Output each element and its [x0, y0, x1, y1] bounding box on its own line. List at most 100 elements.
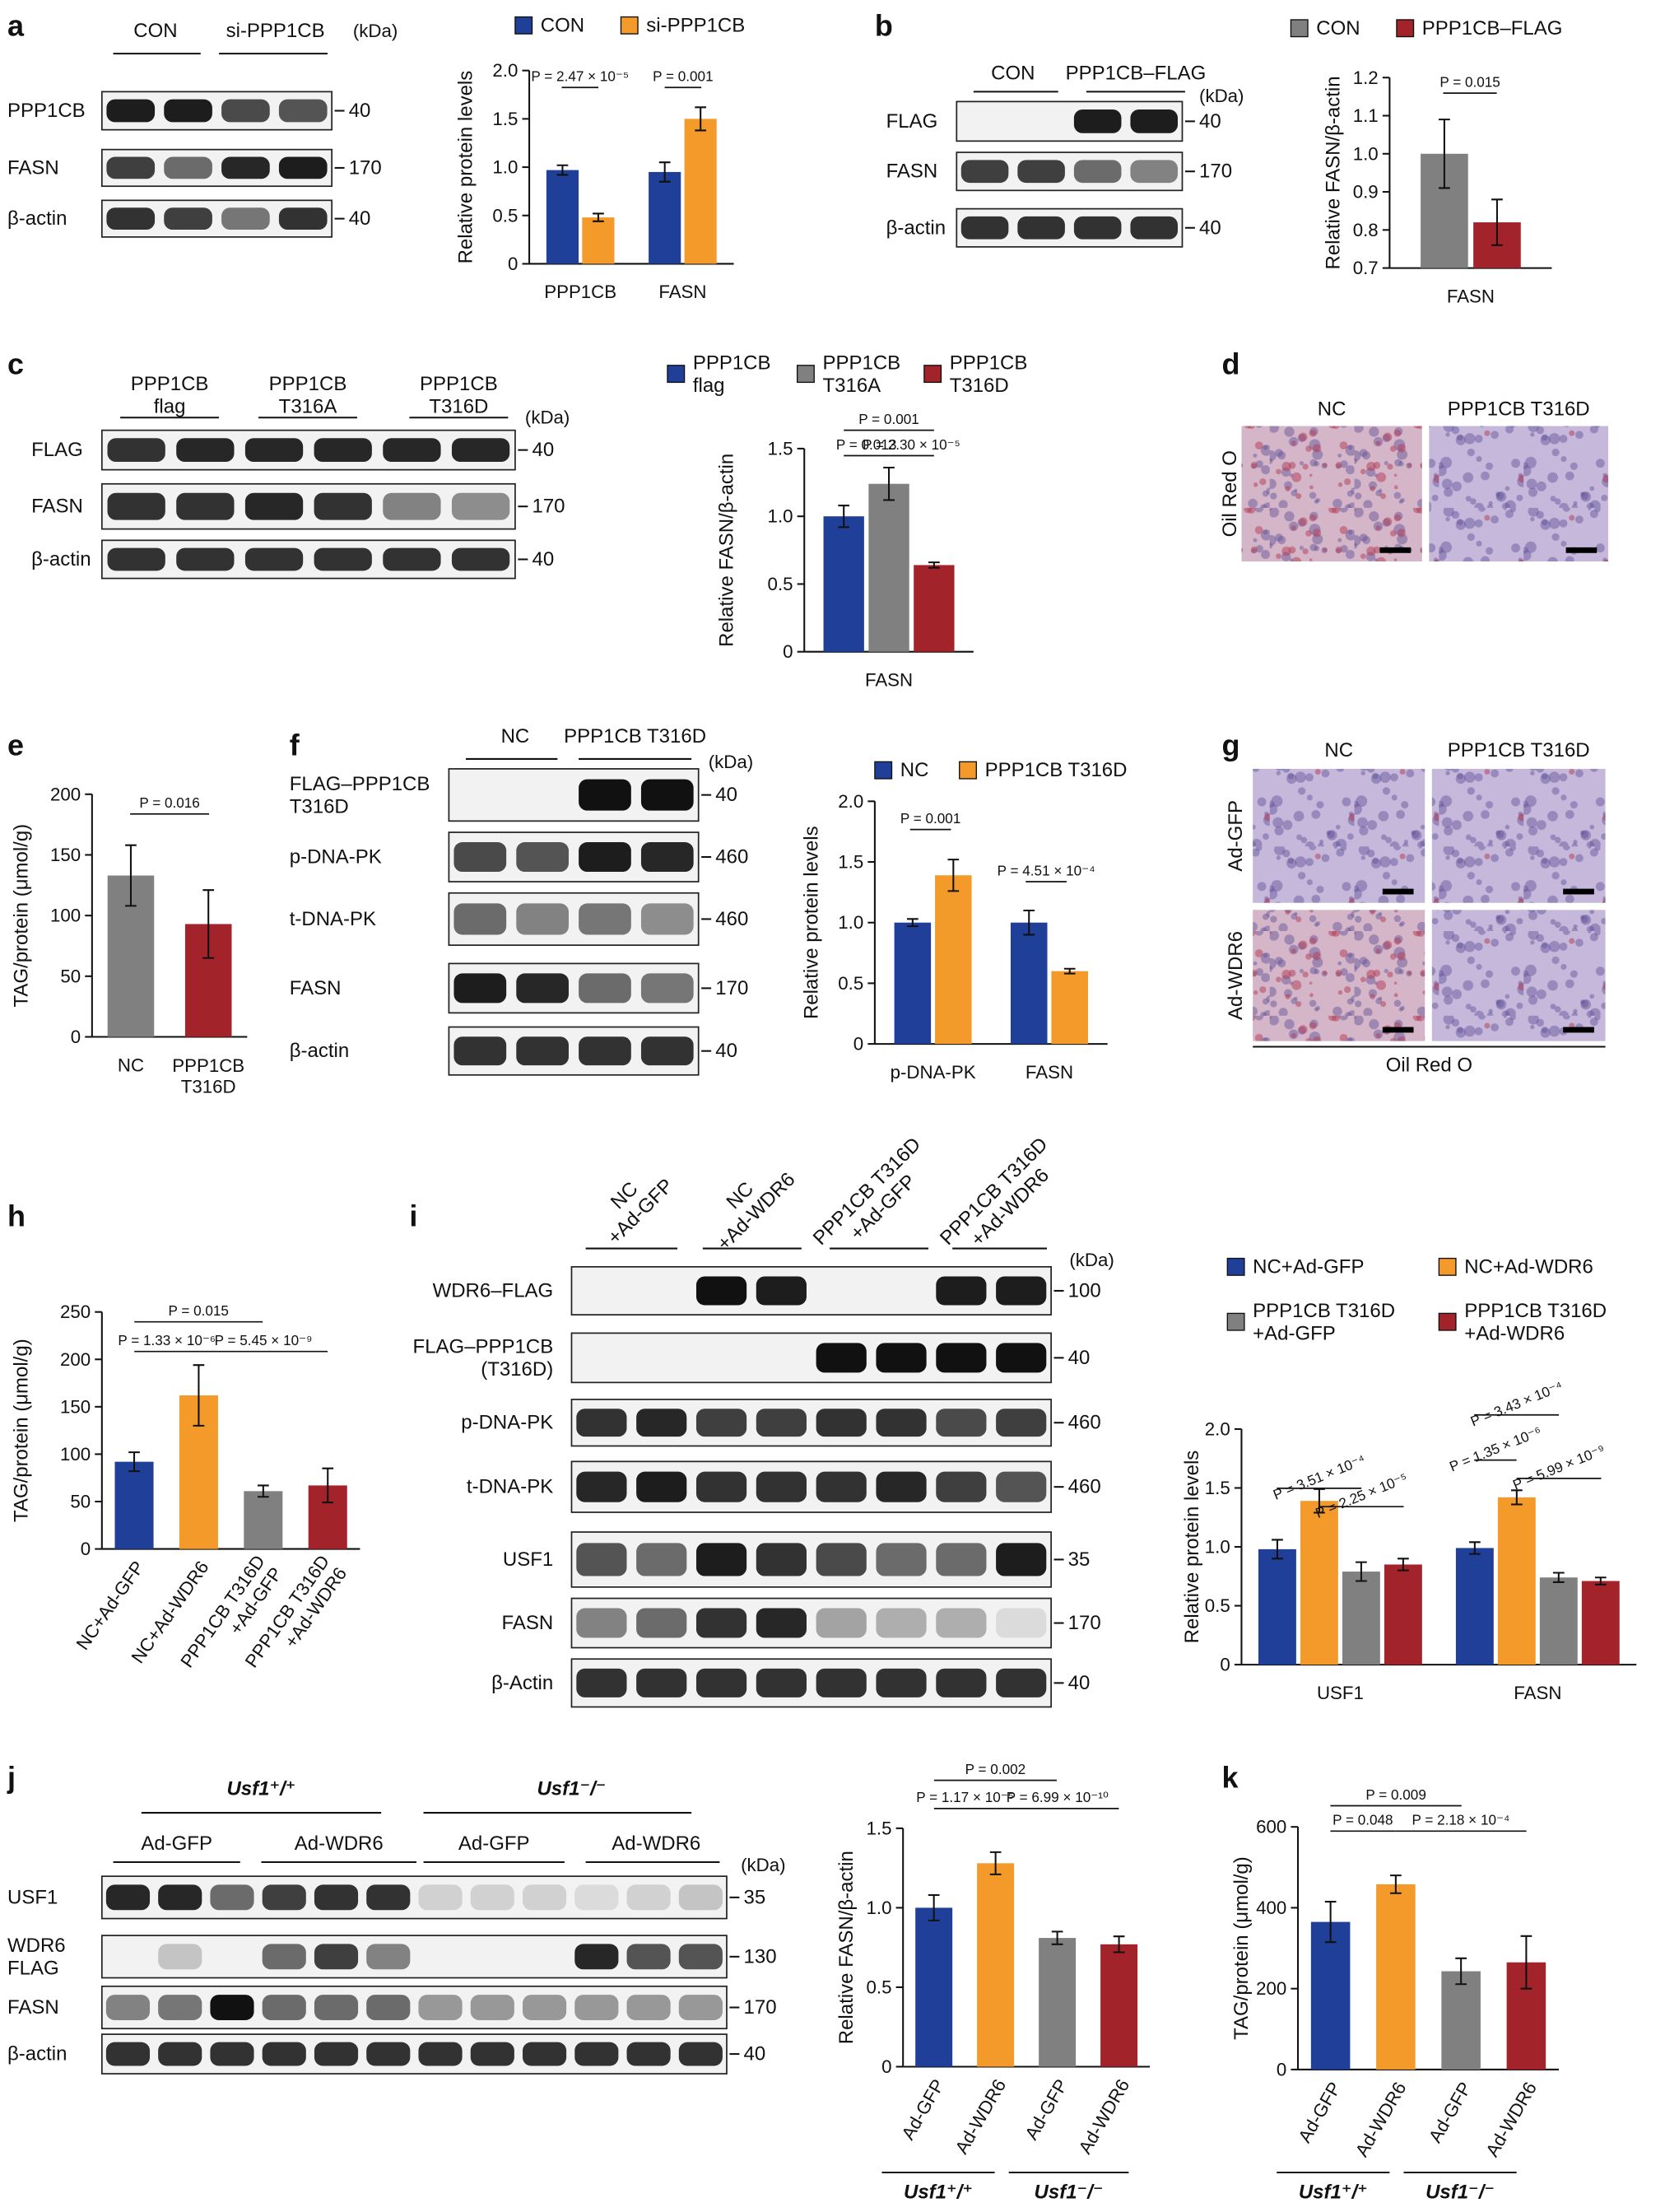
y-tick-label: 150 — [60, 1396, 91, 1417]
y-tick-label: 50 — [60, 966, 81, 986]
group-label: Usf1⁻/⁻ — [1035, 2182, 1104, 2204]
kda-label: 170 — [744, 1996, 777, 2019]
y-tick-label: 2.0 — [838, 791, 863, 812]
y-tick-label: 0.5 — [838, 973, 863, 994]
row-label: β-actin — [31, 548, 91, 570]
blot-band — [626, 1995, 671, 2020]
kda-unit: (kDa) — [353, 21, 398, 41]
panel-label: f — [290, 728, 300, 761]
column-label: PPP1CB T316D — [1448, 739, 1590, 761]
blot-band — [579, 842, 631, 873]
blot-band — [936, 1668, 987, 1697]
blot-strip — [100, 539, 516, 580]
y-tick-label: 1.0 — [867, 1898, 892, 1918]
error-bar — [1510, 1489, 1523, 1506]
legend-label: NC+Ad-GFP — [1253, 1255, 1364, 1278]
blot-band — [278, 99, 328, 123]
text-line: flag — [154, 395, 186, 417]
blot-band — [221, 207, 270, 230]
error-bar — [556, 164, 569, 176]
bar — [649, 171, 681, 264]
text-line: T316D — [181, 1076, 236, 1097]
blot-band — [574, 1884, 619, 1911]
footer-label: Oil Red O — [1386, 1054, 1472, 1076]
column-label: PPP1CB flag — [131, 373, 209, 418]
blot-band — [158, 1884, 202, 1911]
bar — [915, 1907, 953, 2067]
legend-swatch — [1226, 1312, 1245, 1331]
blot-band — [756, 1543, 807, 1576]
legend-label: NC — [900, 759, 929, 781]
blot-band — [1130, 160, 1179, 184]
blot-band — [576, 1543, 627, 1576]
p-value: P = 0.048 — [1332, 1812, 1393, 1828]
blot-band — [816, 1668, 867, 1697]
scale-bar — [1382, 888, 1414, 895]
error-bar — [1063, 967, 1076, 975]
blot-band — [996, 1543, 1047, 1576]
blot-band — [1130, 216, 1179, 240]
group-label: Usf1⁺/⁺ — [226, 1777, 295, 1800]
kda-unit: (kDa) — [1199, 86, 1244, 106]
kda-label: 170 — [715, 977, 748, 999]
blot-band — [221, 156, 270, 179]
bar — [1300, 1501, 1338, 1665]
blot-band — [678, 2042, 723, 2066]
blot-band — [210, 1884, 254, 1911]
panel-label: i — [409, 1199, 417, 1233]
blot-band — [418, 2042, 463, 2066]
blot-band — [314, 1884, 359, 1911]
blot-band — [262, 1944, 306, 1970]
blot-band — [210, 2042, 254, 2066]
text-line: +Ad-WDR6 — [1464, 1322, 1565, 1344]
bar — [935, 875, 972, 1045]
blot-band — [640, 903, 694, 935]
error-bar — [1552, 1572, 1565, 1583]
blot-band — [756, 1276, 807, 1306]
blot-band — [383, 547, 441, 571]
blot-band — [106, 207, 156, 230]
error-bar — [658, 161, 671, 183]
error-bar — [695, 106, 707, 132]
column-label: NC — [1318, 398, 1346, 420]
row-label: USF1 — [503, 1548, 553, 1571]
y-tick-label: 150 — [50, 845, 81, 865]
blot-band — [176, 492, 235, 520]
blot-band — [1073, 216, 1122, 240]
row-label: FASN — [31, 496, 83, 518]
kda-label: 40 — [1199, 217, 1221, 239]
p-value: P = 0.009 — [1365, 1786, 1425, 1803]
legend-swatch — [1438, 1312, 1457, 1331]
y-axis-label: TAG/protein (μmol/g) — [11, 824, 33, 1008]
x-tick-label: FASN — [658, 282, 706, 302]
legend-label: NC+Ad-WDR6 — [1464, 1255, 1593, 1278]
y-tick-label: 0 — [71, 1027, 81, 1047]
kda-unit: (kDa) — [741, 1855, 785, 1875]
bar — [894, 922, 932, 1045]
x-tick-label: FASN — [1026, 1062, 1073, 1083]
text-line: PPP1CB T316D — [1464, 1299, 1607, 1321]
y-tick-label: 1.0 — [492, 157, 518, 178]
y-axis-label: Relative protein levels — [1181, 1451, 1203, 1644]
error-bar — [1439, 119, 1450, 189]
group-label: Usf1⁻/⁻ — [537, 1777, 606, 1800]
y-tick-label: 250 — [60, 1302, 91, 1322]
y-tick-label: 100 — [60, 1444, 91, 1465]
blot-band — [996, 1471, 1047, 1502]
blot-band — [453, 903, 507, 935]
blot-band — [366, 1995, 411, 2020]
y-tick-label: 1.2 — [1353, 68, 1379, 88]
column-label: NC — [1324, 739, 1353, 761]
row-label: β-Actin — [491, 1672, 553, 1694]
blot-band — [210, 1995, 254, 2020]
blot-band — [516, 1036, 569, 1066]
row-label: p-DNA-PK — [461, 1412, 553, 1434]
legend-swatch — [514, 16, 533, 35]
x-tick-label: PPP1CB — [544, 282, 616, 302]
kda-unit: (kDa) — [709, 752, 753, 772]
blot-band — [960, 160, 1009, 184]
bar — [1100, 1944, 1138, 2067]
error-bar — [928, 1893, 940, 1921]
